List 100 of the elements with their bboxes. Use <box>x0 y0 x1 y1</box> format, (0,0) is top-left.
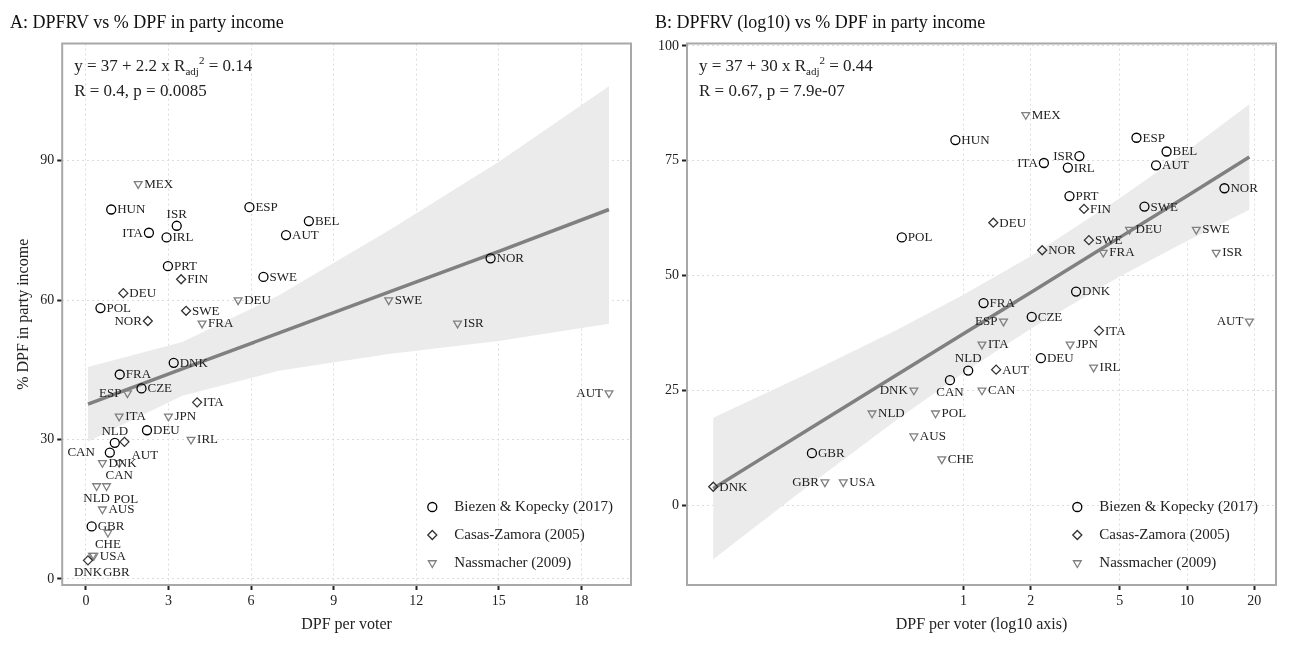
data-label: CZE <box>1037 308 1063 324</box>
point <box>122 390 132 399</box>
data-label: CAN <box>67 444 96 460</box>
data-label: IRL <box>197 431 219 447</box>
annotation: R = 0.67, p = 7.9e-07 <box>699 80 846 101</box>
point <box>280 229 292 241</box>
point <box>142 315 153 327</box>
legend-label: Biezen & Kopecky (2017) <box>1099 497 1258 515</box>
data-label: AUS <box>919 428 946 444</box>
point <box>97 459 107 468</box>
point <box>104 447 115 458</box>
point <box>186 436 196 445</box>
point <box>82 555 94 566</box>
data-label: NOR <box>1230 180 1259 196</box>
data-label: AUT <box>576 384 604 400</box>
x-tick-label: 18 <box>574 593 589 609</box>
data-label: DNK <box>73 564 103 580</box>
x-axis-title: DPF per voter (log10 axis) <box>895 614 1068 633</box>
data-label: IRL <box>1099 359 1121 375</box>
data-label: FRA <box>989 294 1016 310</box>
y-tick-label: 100 <box>658 37 679 53</box>
data-label: ESP <box>255 199 278 215</box>
chart-title: A: DPFRV vs % DPF in party income <box>10 11 284 32</box>
data-label: DNK <box>1082 283 1111 299</box>
y-tick-label: 90 <box>40 152 55 168</box>
data-label: NOR <box>114 312 143 328</box>
point <box>133 181 143 190</box>
annotation: R = 0.4, p = 0.0085 <box>74 80 208 101</box>
data-label: HUN <box>117 201 146 217</box>
data-label: PRT <box>173 258 198 274</box>
data-label: ESP <box>975 313 998 329</box>
data-label: ITA <box>987 336 1010 352</box>
data-label: DEU <box>999 214 1027 230</box>
data-label: NLD <box>878 405 905 421</box>
point <box>101 483 112 492</box>
data-label: NOR <box>1048 242 1076 258</box>
point <box>86 521 97 532</box>
legend-label: Casas-Zamora (2005) <box>454 525 585 543</box>
point <box>114 369 125 380</box>
data-label: ESP <box>99 384 122 400</box>
data-label: DEU <box>244 292 272 308</box>
data-label: DNK <box>179 354 209 370</box>
data-label: DEU <box>1135 221 1163 237</box>
point <box>604 390 614 399</box>
point <box>119 436 130 448</box>
point <box>175 274 187 285</box>
data-label: CZE <box>147 380 173 396</box>
data-label: PRT <box>1075 187 1099 203</box>
data-label: ITA <box>1105 322 1127 338</box>
data-label: HUN <box>961 131 991 147</box>
point <box>233 297 243 306</box>
point <box>161 232 172 243</box>
y-tick-label: 60 <box>40 291 55 307</box>
y-tick-label: 25 <box>665 381 679 397</box>
data-label: ISR <box>166 205 188 221</box>
data-label: POL <box>113 490 139 506</box>
x-tick-label: 5 <box>1116 593 1124 609</box>
point <box>95 302 106 314</box>
x-axis-title: DPF per voter <box>301 614 393 633</box>
point <box>244 202 255 213</box>
data-label: NLD <box>83 489 110 505</box>
data-label: GBR <box>817 445 845 461</box>
data-label: FRA <box>208 315 234 331</box>
data-label: BEL <box>314 213 340 229</box>
point <box>197 320 207 329</box>
data-label: CAN <box>987 382 1017 398</box>
data-label: CAN <box>105 466 134 482</box>
point <box>109 437 120 448</box>
legend-label: Nassmacher (2009) <box>454 553 572 571</box>
data-label: ITA <box>203 394 225 410</box>
data-label: ITA <box>1017 154 1039 170</box>
data-label: NOR <box>496 250 525 266</box>
data-label: DNK <box>879 382 909 398</box>
point <box>191 397 203 408</box>
point <box>106 204 117 215</box>
data-label: SWE <box>1202 221 1230 237</box>
point <box>168 357 179 369</box>
x-tick-label: 15 <box>491 593 506 609</box>
data-label: DEU <box>129 285 157 301</box>
x-tick-label: 0 <box>82 593 90 609</box>
x-tick-label: 1 <box>959 593 967 609</box>
data-label: MEX <box>144 175 174 191</box>
y-tick-label: 30 <box>40 431 55 447</box>
data-label: ITA <box>125 408 147 424</box>
x-tick-label: 20 <box>1247 593 1262 609</box>
data-label: IRL <box>172 229 194 245</box>
data-label: GBR <box>102 564 131 580</box>
x-tick-label: 2 <box>1027 593 1035 609</box>
point <box>258 271 269 283</box>
data-label: AUT <box>1162 157 1189 173</box>
data-label: ISR <box>1222 244 1243 260</box>
legend-label: Casas-Zamora (2005) <box>1099 525 1230 543</box>
data-label: GBR <box>792 474 820 490</box>
data-label: POL <box>907 229 933 245</box>
x-tick-label: 10 <box>1180 593 1195 609</box>
x-tick-label: 6 <box>247 593 255 609</box>
data-label: JPN <box>1076 336 1099 352</box>
data-label: FIN <box>1089 200 1112 216</box>
data-label: NLD <box>101 422 129 438</box>
data-label: NLD <box>954 350 982 366</box>
